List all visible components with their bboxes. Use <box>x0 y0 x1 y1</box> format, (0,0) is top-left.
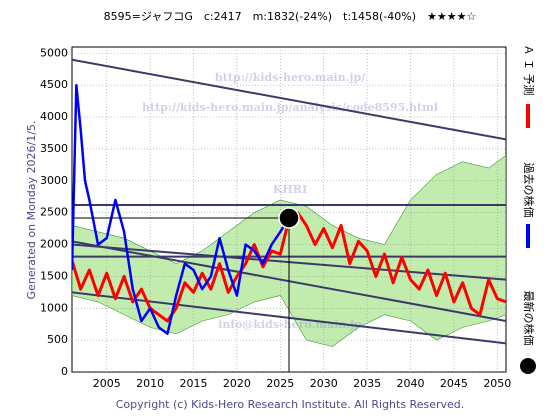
x-tick-label: 2045 <box>440 377 468 390</box>
watermark: http://kids-hero.main.jp/ <box>215 71 366 84</box>
y-tick-label: 500 <box>47 333 68 346</box>
watermark: http://kids-hero.main.jp/analysis/code85… <box>142 101 438 114</box>
y-tick-label: 0 <box>61 365 68 378</box>
legend-label: 最新の株価 <box>522 291 536 346</box>
trend-line <box>72 58 506 141</box>
legend-swatch <box>520 358 536 374</box>
x-tick-label: 2035 <box>353 377 381 390</box>
watermark: KHRI <box>273 183 307 196</box>
x-tick-label: 2020 <box>223 377 251 390</box>
y-tick-label: 2500 <box>40 206 68 219</box>
latest-dot <box>278 207 300 229</box>
chart-title: 8595=ジャフコG c:2417 m:1832(-24%) t:1458(-4… <box>104 10 477 23</box>
x-tick-label: 2015 <box>180 377 208 390</box>
y-tick-label: 4000 <box>40 110 68 123</box>
series-line <box>72 83 291 336</box>
legend-label: Ａ Ｉ 予測 <box>522 45 536 96</box>
x-tick-label: 2025 <box>266 377 294 390</box>
x-tick-label: 2050 <box>483 377 511 390</box>
y-tick-label: 1500 <box>40 269 68 282</box>
x-tick-label: 2005 <box>93 377 121 390</box>
side-note: Generated on Monday 2026/1/5. <box>25 121 38 300</box>
y-tick-label: 3000 <box>40 174 68 187</box>
plot: http://kids-hero.main.jp/http://kids-her… <box>72 47 506 372</box>
y-tick-label: 5000 <box>40 46 68 59</box>
x-tick-label: 2030 <box>310 377 338 390</box>
x-tick-label: 2010 <box>136 377 164 390</box>
footer: Copyright (c) Kids-Hero Research Institu… <box>116 398 465 411</box>
x-tick-label: 2040 <box>397 377 425 390</box>
y-tick-label: 4500 <box>40 78 68 91</box>
legend-label: 過去の株価 <box>522 163 536 218</box>
y-tick-label: 3500 <box>40 142 68 155</box>
y-tick-label: 1000 <box>40 301 68 314</box>
y-tick-label: 2000 <box>40 238 68 251</box>
